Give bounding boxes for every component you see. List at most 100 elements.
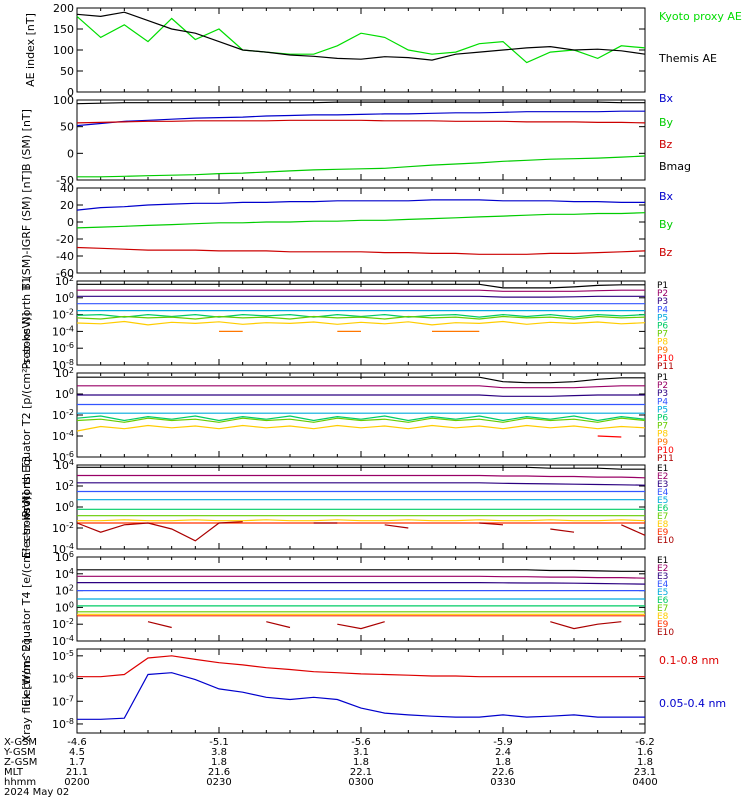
y-tick-label: 10-6 [52,450,74,464]
legend-entry: Bmag [659,160,691,173]
legend-entry: E1 [657,464,668,474]
footer-value: 1.8 [211,757,227,768]
footer-value: -5.9 [493,737,513,748]
panel-8 [76,648,646,734]
y-axis-label: Electrons North T3 [20,456,33,558]
legend-entry: E6 [657,504,669,514]
series-line-p6 [76,415,646,422]
y-tick-label: 50 [60,121,74,134]
y-axis-label: Protons Equator T2 [p/(cm²-s-sr-keV)] [20,312,33,517]
footer-value: 0200 [64,777,89,788]
legend-entry: Bz [659,246,673,259]
y-axis-label: Protons North T1 [20,277,33,370]
legend-entry: 0.05-0.4 nm [659,697,726,710]
legend-entry: P1 [657,281,668,291]
y-tick-label: 100 [55,291,74,305]
panel-5 [76,372,646,458]
series-line-by [76,212,646,229]
y-tick-label: 10-4 [52,429,74,443]
y-axis-label: B (SM) [nT] [20,109,33,171]
panel-1 [76,7,646,93]
y-tick-label: 100 [55,387,74,401]
footer-value: 21.6 [208,767,230,778]
series-line-themis-ae [76,11,646,61]
legend-entry: E8 [657,520,669,530]
legend-entry: Bz [659,138,673,151]
y-tick-label: 106 [55,550,74,564]
legend-entry: Bx [659,190,674,203]
footer-value: 22.1 [350,767,372,778]
series-line-p2 [77,289,645,292]
y-tick-label: 10-8 [52,717,74,731]
footer-row-label: Y-GSM [3,747,36,758]
legend-entry: Bx [659,92,674,105]
legend-entry: P4 [657,305,668,315]
legend-entry: P5 [657,313,668,323]
y-axis-label: Xray flux [W/m^2] [20,640,33,743]
y-tick-label: 10-6 [52,672,74,686]
series-line-e2 [77,474,646,479]
footer-value: -4.6 [67,737,87,748]
legend-entry: E2 [657,472,668,482]
panel-7 [76,556,646,642]
y-tick-label: 10-5 [52,649,74,663]
series-line-p1 [77,376,645,384]
legend-entry: P8 [657,430,668,440]
legend-entry: P9 [657,438,668,448]
panel-frame [76,7,646,93]
legend-entry: P8 [657,338,668,348]
y-tick-label: 102 [55,274,74,288]
legend-entry: E8 [657,612,669,622]
series-line-e3 [77,582,646,585]
footer-value: 22.6 [492,767,514,778]
legend-entry: Kyoto proxy AE [659,10,742,23]
footer-value: 0230 [206,777,231,788]
footer-value: 1.8 [495,757,511,768]
legend-entry: P6 [657,414,668,424]
legend-entry: P3 [657,389,668,399]
series-line-e2 [77,575,646,579]
y-axis-label: AE index [nT] [24,13,37,87]
y-tick-label: 200 [53,2,74,15]
legend-entry: P1 [657,373,668,383]
footer-value: 0300 [348,777,373,788]
legend-entry: P2 [657,381,668,391]
series-line-bz [76,246,646,255]
series-line-p8 [76,424,646,432]
footer-value: 21.1 [66,767,88,778]
y-tick-label: 102 [55,479,74,493]
legend-entry: By [659,116,674,129]
legend-entry: P6 [657,322,668,332]
y-tick-label: 150 [53,23,74,36]
series-line-bmag [76,101,645,105]
y-tick-label: 40 [60,182,74,195]
series-line-p7 [76,315,646,320]
y-tick-label: 10-4 [52,634,74,648]
legend-entry: By [659,218,674,231]
legend-entry: P10 [657,446,674,456]
y-tick-label: 100 [53,44,74,57]
y-tick-label: 100 [55,600,74,614]
legend-entry: P11 [657,362,674,372]
y-tick-label: 10-4 [52,324,74,338]
series-line-by [77,155,646,178]
y-tick-label: 10-2 [52,617,74,631]
y-tick-label: 10-7 [52,694,74,708]
series-line-p3 [77,394,645,397]
series-line-p10 [597,435,622,438]
legend-entry: P9 [657,346,668,356]
footer-row-label: Z-GSM [4,757,37,768]
y-tick-label: 10-2 [52,521,74,535]
panel-4 [76,280,646,366]
legend-entry: E2 [657,564,668,574]
panel-3 [76,187,646,274]
footer-value: 1.7 [69,757,85,768]
legend-entry: E3 [657,480,668,490]
legend-entry: E9 [657,528,669,538]
panel-frame [76,648,646,734]
legend-entry: E9 [657,620,669,630]
footer-value: 0330 [490,777,515,788]
y-tick-label: -20 [56,233,74,246]
y-tick-label: 0 [67,86,74,99]
series-line-e8 [77,519,646,522]
